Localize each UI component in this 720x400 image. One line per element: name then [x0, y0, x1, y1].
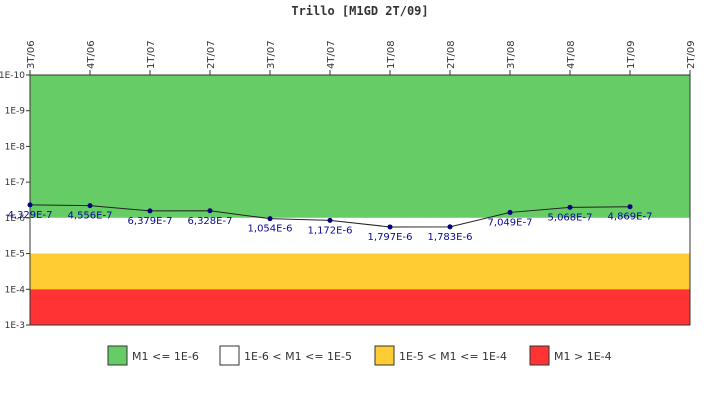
plot-frame — [29, 74, 691, 326]
x-tick-label: 4T/08 — [566, 40, 577, 69]
data-point — [147, 208, 153, 214]
data-label: 1,054E-6 — [248, 224, 293, 235]
x-tick-label: 4T/07 — [326, 40, 337, 69]
data-label: 1,783E-6 — [428, 232, 473, 243]
x-tick-label: 4T/06 — [86, 40, 97, 69]
data-point — [387, 224, 393, 230]
y-tick-label: 1E-6 — [5, 214, 26, 224]
data-point — [507, 209, 513, 215]
data-label: 1,797E-6 — [368, 232, 413, 243]
legend-label: 1E-5 < M1 <= 1E-4 — [399, 350, 507, 363]
data-label: 7,049E-7 — [488, 217, 533, 228]
legend-label: M1 > 1E-4 — [554, 350, 612, 363]
x-axis: 3T/06 4T/06 1T/07 2T/07 3T/07 4T/07 1T/08 2T/08… — [26, 40, 697, 75]
data-label: 4,329E-7 — [8, 210, 53, 221]
band-3 — [30, 289, 690, 325]
y-tick-label: 1E-5 — [5, 250, 25, 260]
data-point — [27, 202, 33, 208]
y-tick-label: 1E-7 — [5, 178, 25, 188]
x-tick-label: 1T/09 — [626, 40, 637, 69]
data-point — [87, 203, 93, 209]
band-2 — [30, 253, 690, 290]
data-point — [267, 216, 273, 222]
legend-swatch — [374, 345, 395, 366]
data-point — [567, 204, 573, 210]
x-tick-label: 2T/09 — [686, 40, 697, 69]
data-label: 5,068E-7 — [548, 212, 593, 223]
data-label: 6,379E-7 — [128, 216, 173, 227]
data-point — [627, 204, 633, 210]
chart-title: Trillo [M1GD 2T/09] — [291, 4, 428, 18]
legend-swatch — [219, 345, 240, 366]
y-tick-label: 1E-8 — [5, 142, 26, 152]
data-labels: 4,329E-7 4,556E-7 6,379E-7 6,328E-7 1,054E-6… — [8, 210, 653, 243]
x-tick-label: 3T/06 — [26, 40, 37, 69]
y-tick-label: 1E-4 — [5, 285, 26, 295]
legend-swatch — [107, 345, 128, 366]
legend-label: M1 <= 1E-6 — [132, 350, 199, 363]
x-tick-label: 3T/07 — [266, 40, 277, 69]
legend-label: 1E-6 < M1 <= 1E-5 — [244, 350, 352, 363]
data-label: 6,328E-7 — [188, 216, 233, 227]
x-tick-label: 1T/08 — [386, 40, 397, 69]
x-tick-label: 2T/08 — [446, 40, 457, 69]
legend: M1 <= 1E-6 1E-6 < M1 <= 1E-5 1E-5 < M1 <= … — [107, 345, 612, 366]
data-label: 1,172E-6 — [308, 225, 353, 236]
series — [27, 202, 633, 230]
y-tick-label: 1E-9 — [5, 107, 26, 117]
data-point — [327, 217, 333, 223]
data-label: 4,869E-7 — [608, 212, 653, 223]
y-tick-label: 1E-3 — [5, 321, 25, 331]
y-axis: 1E-10 1E-9 1E-8 1E-7 1E-6 1E-5 1E-4 1E-3 — [0, 71, 30, 331]
data-point — [207, 208, 213, 214]
x-tick-label: 2T/07 — [206, 40, 217, 69]
data-label: 4,556E-7 — [68, 211, 113, 222]
band-0 — [30, 75, 690, 218]
x-tick-label: 3T/08 — [506, 40, 517, 69]
legend-swatch — [529, 345, 550, 366]
y-tick-label: 1E-10 — [0, 71, 25, 81]
data-point — [447, 224, 453, 230]
x-tick-label: 1T/07 — [146, 40, 157, 69]
risk-bands — [29, 74, 691, 326]
